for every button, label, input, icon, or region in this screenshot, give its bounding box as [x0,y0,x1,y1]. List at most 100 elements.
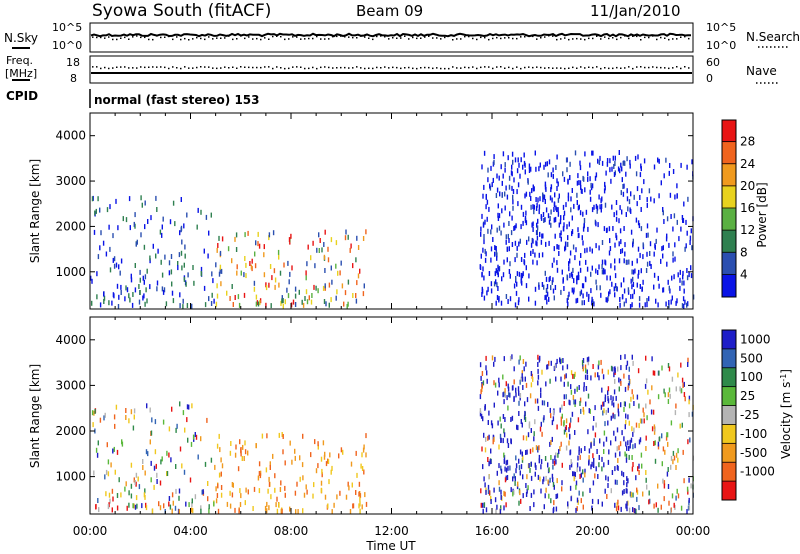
scatter-point [361,452,363,458]
nsearch-point [344,36,346,38]
scatter-point [525,210,527,216]
scatter-point [555,165,557,170]
scatter-point [595,221,597,227]
scatter-point [497,264,499,270]
scatter-point [668,303,670,309]
scatter-point [518,297,520,303]
scatter-point [614,265,616,271]
scatter-point [606,494,608,499]
scatter-point [191,403,193,409]
scatter-point [537,362,539,367]
scatter-point [184,244,186,250]
scatter-point [216,493,219,498]
scatter-point [109,267,112,273]
nsearch-point [664,37,666,39]
nsearch-point [112,38,114,41]
scatter-point [518,162,520,168]
scatter-point [189,477,192,483]
scatter-point [327,458,329,464]
nsearch-point [592,37,594,40]
nsearch-point [628,37,630,40]
nsearch-point [276,35,278,37]
scatter-point [670,214,672,219]
nsearch-point [444,36,446,39]
scatter-point [601,240,604,245]
nsearch-point [392,37,394,39]
scatter-point [129,297,131,303]
nave-point [624,67,626,69]
scatter-point [509,273,511,279]
scatter-point [590,443,592,449]
scatter-point [484,219,486,225]
nsearch-point [476,38,478,41]
scatter-point [595,172,598,178]
scatter-point [145,449,148,455]
scatter-point [612,226,614,231]
scatter-point [525,361,527,367]
scatter-point [682,270,684,276]
scatter-point [220,485,223,490]
nsearch-point [496,36,498,39]
scatter-point [526,449,528,455]
scatter-point [327,246,329,252]
scatter-point [681,303,684,309]
scatter-point [610,488,612,494]
scatter-point [658,436,661,442]
nave-point [256,66,258,69]
scatter-point [284,492,286,498]
scatter-point [577,275,579,281]
scatter-point [530,461,532,467]
scatter-point [687,489,689,495]
scatter-point [687,362,689,367]
scatter-point [628,420,630,426]
scatter-point [665,435,668,441]
scatter-point [533,186,535,192]
scatter-point [555,205,557,211]
scatter-point [302,433,304,439]
scatter-point [666,261,668,267]
scatter-point [502,173,504,179]
scatter-point [677,372,679,378]
scatter-point [579,474,581,479]
scatter-point [645,378,648,384]
nave-point [328,66,330,69]
scatter-point [617,366,619,372]
power-colorbar-cell [722,230,736,254]
scatter-point [543,504,545,510]
scatter-point [625,298,627,304]
scatter-point [520,498,522,504]
scatter-point [577,417,580,423]
scatter-point [682,449,684,455]
nsearch-point [556,38,558,41]
scatter-point [180,225,183,231]
scatter-point [514,480,516,486]
scatter-point [107,471,110,477]
scatter-point [663,496,665,502]
scatter-point [583,382,585,388]
scatter-point [538,458,540,464]
scatter-point [273,268,276,274]
scatter-point [685,219,687,225]
nave-point [172,66,174,68]
scatter-point [649,260,651,266]
scatter-point [172,298,175,304]
nave-point [668,67,670,70]
scatter-point [645,446,647,451]
scatter-point [570,370,573,376]
scatter-point [156,207,158,212]
scatter-point [155,463,157,469]
scatter-point [603,408,605,414]
scatter-point [624,354,626,360]
nave-point [564,67,566,70]
scatter-point [494,356,496,362]
scatter-point [539,426,542,432]
scatter-point [538,209,540,215]
scatter-point [543,415,545,421]
scatter-point [496,173,498,179]
scatter-point [614,378,616,384]
scatter-point [169,504,172,510]
scatter-point [152,243,154,249]
scatter-point [518,400,520,406]
scatter-point [548,493,550,499]
